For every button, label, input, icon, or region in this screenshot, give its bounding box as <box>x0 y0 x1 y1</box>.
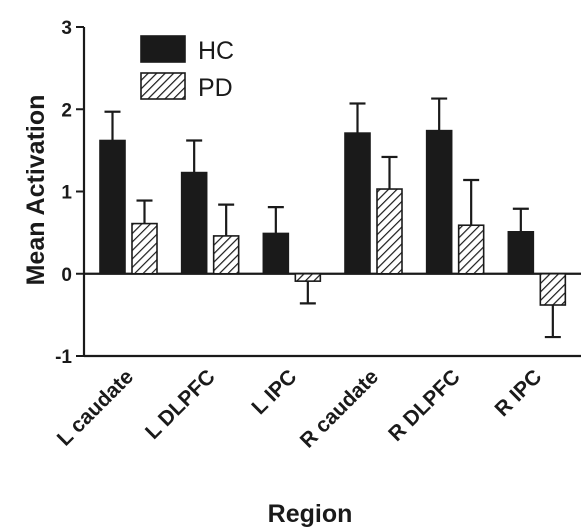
bar-hc-r-ipc <box>507 231 535 275</box>
y-tick-label: 1 <box>61 183 72 204</box>
bar-hc-r-caudate <box>344 132 371 275</box>
legend-label-hc: HC <box>198 37 234 65</box>
y-tick-label: -1 <box>55 347 72 368</box>
x-tick-label: L DLPFC <box>141 365 220 444</box>
bar-hc-r-dlpfc <box>425 129 453 275</box>
bar-pd-l-caudate <box>131 222 158 275</box>
legend-label-pd: PD <box>198 74 233 102</box>
bar-hc-l-ipc <box>262 232 290 275</box>
x-axis-title: Region <box>268 500 353 528</box>
x-tick-label: R caudate <box>296 365 383 452</box>
bar-pd-r-caudate <box>376 188 403 275</box>
bar-pd-r-dlpfc <box>457 224 485 275</box>
y-axis-title: Mean Activation <box>22 95 50 286</box>
bar-pd-l-ipc <box>294 272 322 282</box>
bar-hc-l-caudate <box>99 139 126 275</box>
y-tick-label: 2 <box>61 100 72 121</box>
x-tick-label: R DLPFC <box>384 365 465 446</box>
x-tick-label: L IPC <box>247 365 301 419</box>
bar-hc-l-dlpfc <box>180 171 208 275</box>
x-tick-label: R IPC <box>490 365 546 421</box>
x-tick-label: L caudate <box>53 365 138 450</box>
y-tick-label: 0 <box>61 265 72 286</box>
bar-pd-r-ipc <box>539 272 567 306</box>
legend-swatch-hc <box>140 35 186 63</box>
y-tick-label: 3 <box>61 18 72 39</box>
bar-pd-l-dlpfc <box>212 235 240 275</box>
legend-swatch-pd <box>140 72 186 100</box>
